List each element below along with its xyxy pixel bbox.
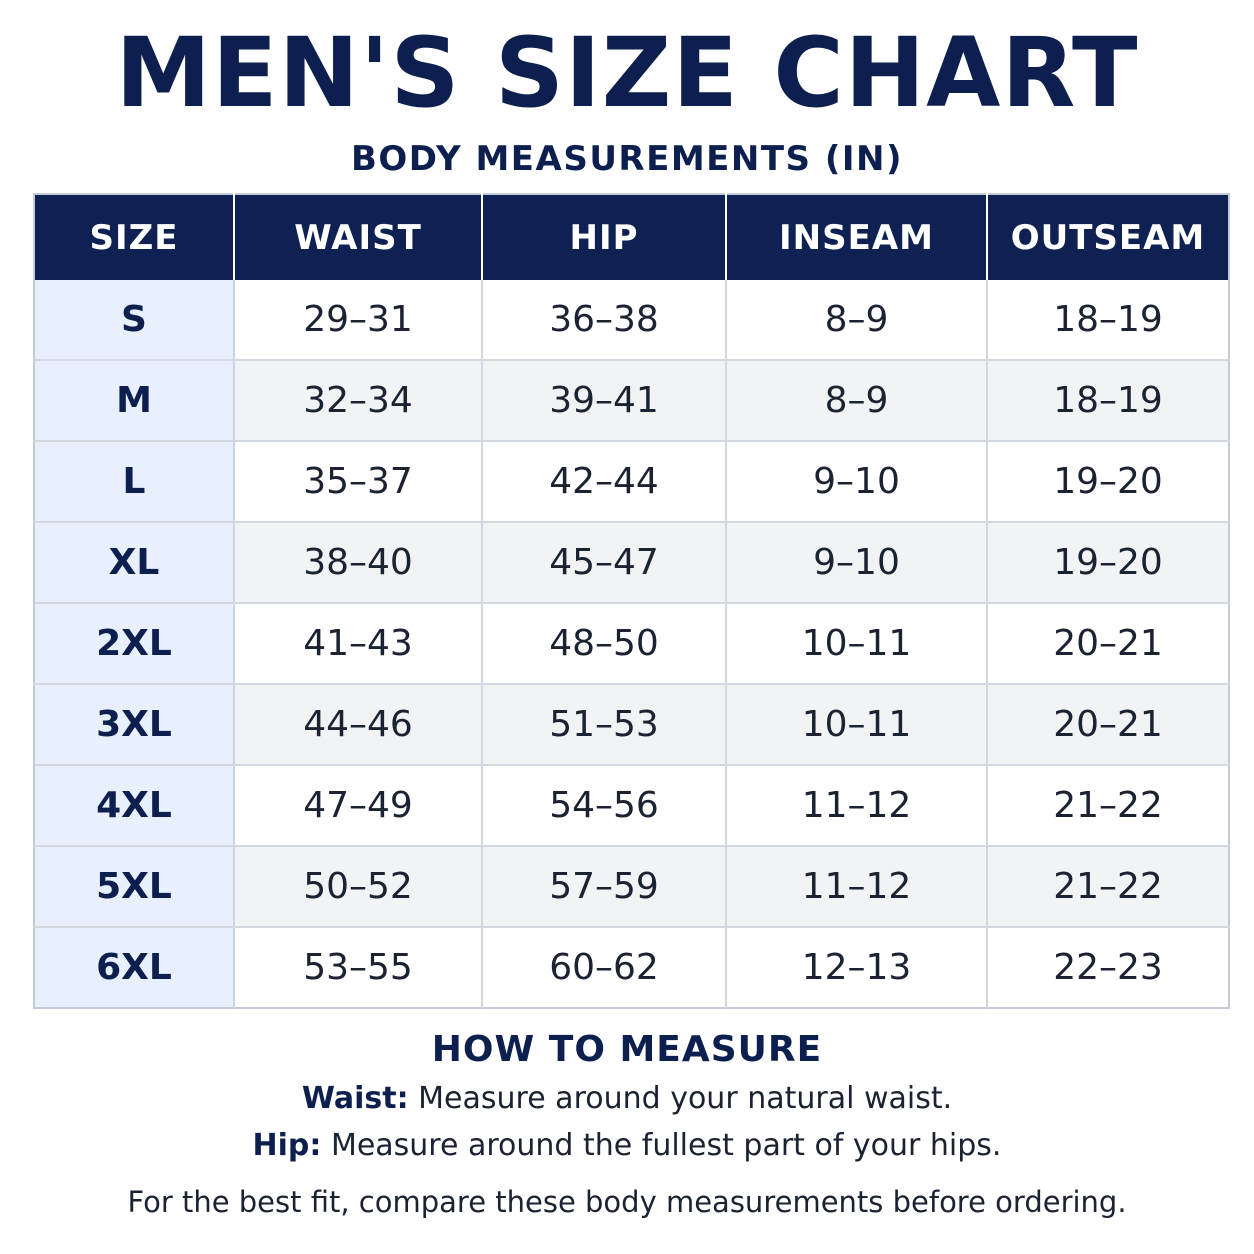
outseam-cell: 18–19 (987, 280, 1229, 361)
table-row: 3XL 44–46 51–53 10–11 20–21 (34, 684, 1229, 766)
hip-instruction: Hip: Measure around the fullest part of … (0, 1127, 1254, 1165)
table-row: 5XL 50–52 57–59 11–12 21–22 (34, 846, 1229, 928)
hip-cell: 51–53 (482, 684, 727, 766)
size-cell: XL (34, 522, 235, 604)
table-row: 4XL 47–49 54–56 11–12 21–22 (34, 765, 1229, 847)
inseam-cell: 8–9 (726, 280, 988, 361)
size-cell: 4XL (34, 765, 235, 847)
outseam-cell: 19–20 (987, 522, 1229, 604)
column-header-hip: HIP (482, 194, 727, 280)
inseam-cell: 12–13 (726, 927, 988, 1008)
inseam-cell: 11–12 (726, 846, 988, 928)
waist-cell: 47–49 (234, 765, 483, 847)
hip-cell: 54–56 (482, 765, 727, 847)
table-row: 6XL 53–55 60–62 12–13 22–23 (34, 927, 1229, 1008)
size-cell: 5XL (34, 846, 235, 928)
how-to-measure-heading: HOW TO MEASURE (431, 1029, 823, 1070)
column-header-size: SIZE (34, 194, 235, 280)
size-chart-table: SIZE WAIST HIP INSEAM OUTSEAM S 29–31 36… (33, 193, 1230, 1009)
table-row: M 32–34 39–41 8–9 18–19 (34, 360, 1229, 442)
outseam-cell: 20–21 (987, 603, 1229, 685)
size-cell: M (34, 360, 235, 442)
inseam-cell: 9–10 (726, 441, 988, 523)
header-row: SIZE WAIST HIP INSEAM OUTSEAM (34, 194, 1229, 280)
outseam-cell: 22–23 (987, 927, 1229, 1008)
waist-cell: 32–34 (234, 360, 483, 442)
hip-cell: 57–59 (482, 846, 727, 928)
fit-note: For the best fit, compare these body mea… (127, 1185, 1127, 1219)
waist-instruction: Waist: Measure around your natural waist… (0, 1080, 1254, 1118)
hip-cell: 36–38 (482, 280, 727, 361)
waist-cell: 44–46 (234, 684, 483, 766)
page-title: MEN'S SIZE CHART (115, 17, 1139, 129)
outseam-cell: 19–20 (987, 441, 1229, 523)
size-cell: S (34, 280, 235, 361)
hip-instruction-text: Measure around the fullest part of your … (321, 1128, 1002, 1163)
hip-cell: 48–50 (482, 603, 727, 685)
column-header-inseam: INSEAM (726, 194, 988, 280)
waist-cell: 29–31 (234, 280, 483, 361)
inseam-cell: 10–11 (726, 603, 988, 685)
inseam-cell: 11–12 (726, 765, 988, 847)
size-cell: L (34, 441, 235, 523)
page-subtitle: BODY MEASUREMENTS (IN) (350, 139, 904, 179)
hip-cell: 42–44 (482, 441, 727, 523)
hip-instruction-label: Hip: (252, 1128, 322, 1163)
inseam-cell: 10–11 (726, 684, 988, 766)
table-row: XL 38–40 45–47 9–10 19–20 (34, 522, 1229, 604)
waist-cell: 53–55 (234, 927, 483, 1008)
outseam-cell: 18–19 (987, 360, 1229, 442)
table-row: 2XL 41–43 48–50 10–11 20–21 (34, 603, 1229, 685)
table-row: L 35–37 42–44 9–10 19–20 (34, 441, 1229, 523)
waist-cell: 50–52 (234, 846, 483, 928)
outseam-cell: 21–22 (987, 846, 1229, 928)
size-cell: 2XL (34, 603, 235, 685)
size-cell: 3XL (34, 684, 235, 766)
inseam-cell: 9–10 (726, 522, 988, 604)
table-header: SIZE WAIST HIP INSEAM OUTSEAM (34, 194, 1229, 280)
hip-cell: 39–41 (482, 360, 727, 442)
waist-cell: 35–37 (234, 441, 483, 523)
waist-instruction-text: Measure around your natural waist. (408, 1081, 953, 1116)
hip-cell: 45–47 (482, 522, 727, 604)
table-row: S 29–31 36–38 8–9 18–19 (34, 280, 1229, 361)
column-header-outseam: OUTSEAM (987, 194, 1229, 280)
size-cell: 6XL (34, 927, 235, 1008)
column-header-waist: WAIST (234, 194, 483, 280)
waist-cell: 38–40 (234, 522, 483, 604)
outseam-cell: 20–21 (987, 684, 1229, 766)
inseam-cell: 8–9 (726, 360, 988, 442)
hip-cell: 60–62 (482, 927, 727, 1008)
table-body: S 29–31 36–38 8–9 18–19 M 32–34 39–41 8–… (34, 280, 1229, 1008)
outseam-cell: 21–22 (987, 765, 1229, 847)
waist-instruction-label: Waist: (301, 1081, 409, 1116)
waist-cell: 41–43 (234, 603, 483, 685)
